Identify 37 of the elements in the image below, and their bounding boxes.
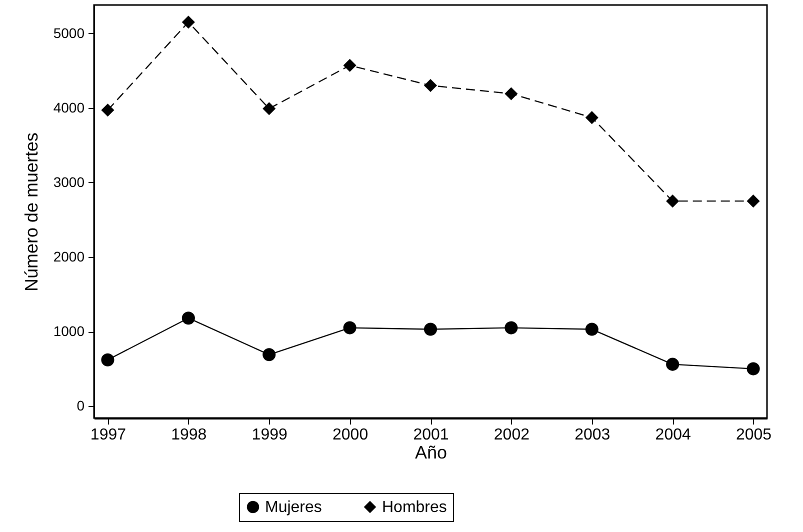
legend-label: Mujeres	[265, 499, 322, 516]
point	[585, 322, 598, 336]
x-axis-title: Año	[414, 442, 448, 462]
x-tick-label: 2000	[332, 426, 368, 444]
point	[504, 321, 518, 334]
x-tick-label: 1997	[90, 426, 126, 444]
point	[746, 362, 760, 376]
x-tick-label: 2005	[736, 426, 772, 444]
point	[585, 111, 598, 124]
y-tick-label: 5000	[53, 24, 85, 41]
point	[182, 312, 195, 325]
point	[424, 78, 438, 92]
point	[262, 102, 276, 116]
y-axis-title: Número de muertes	[21, 132, 42, 292]
legend-label: Hombres	[382, 499, 447, 516]
point	[182, 16, 195, 29]
point	[424, 322, 438, 336]
x-tick-label: 2002	[494, 426, 530, 444]
x-tick-label: 1999	[252, 426, 288, 444]
y-tick-label: 3000	[53, 174, 85, 190]
point	[343, 58, 356, 72]
x-tick-label: 2004	[655, 426, 691, 444]
x-tick-label: 2003	[574, 426, 610, 444]
x-tick-label: 1998	[171, 426, 207, 444]
point	[746, 194, 760, 208]
y-tick-label: 0	[76, 398, 85, 414]
y-tick-label: 4000	[53, 99, 85, 116]
point	[101, 353, 114, 366]
point	[666, 194, 680, 208]
point	[343, 321, 356, 334]
point	[262, 348, 276, 362]
point	[666, 358, 680, 371]
y-tick-label: 2000	[53, 248, 85, 264]
x-tick-label: 2001	[413, 426, 449, 444]
y-tick-label: 1000	[53, 323, 85, 340]
point	[504, 87, 518, 100]
point	[101, 104, 114, 117]
